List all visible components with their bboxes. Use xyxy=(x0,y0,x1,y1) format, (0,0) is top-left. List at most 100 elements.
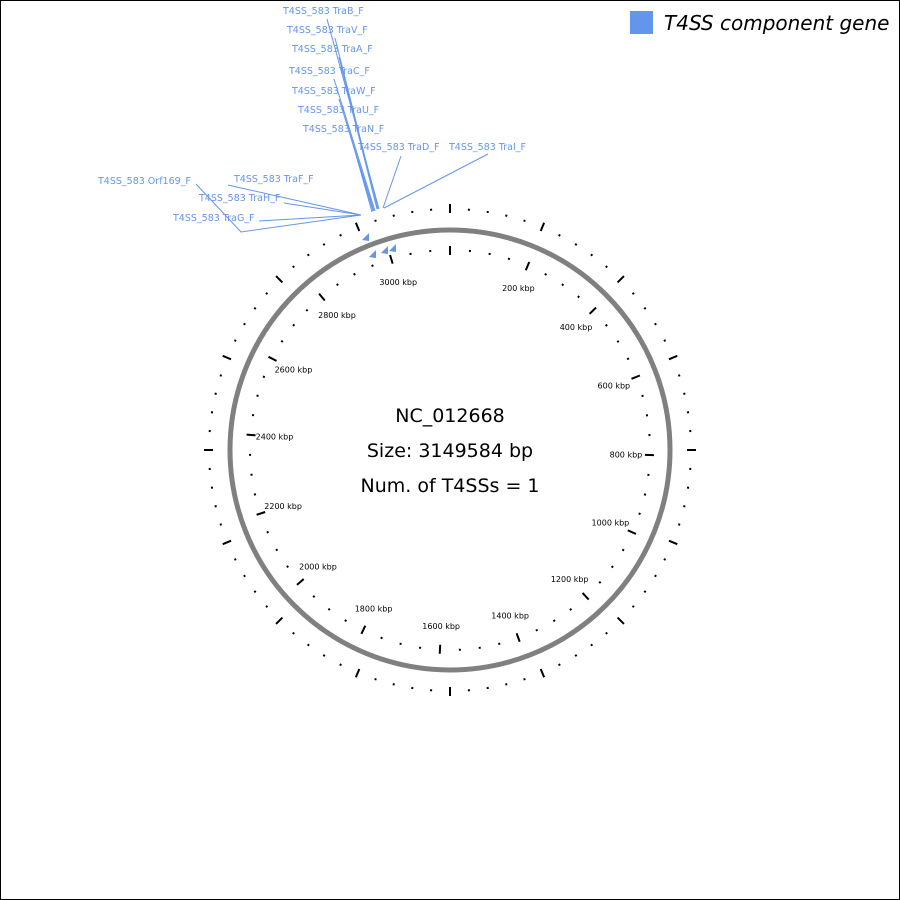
outer-minor-tick xyxy=(374,219,377,223)
inner-major-tick xyxy=(268,355,277,362)
outer-minor-tick xyxy=(574,654,578,657)
outer-major-tick xyxy=(668,354,678,361)
inner-minor-tick xyxy=(327,607,331,611)
inner-minor-tick xyxy=(638,512,641,516)
gene-leader-line xyxy=(227,184,362,216)
outer-minor-tick xyxy=(677,374,681,377)
scale-label: 2400 kbp xyxy=(256,433,294,442)
scale-label: 800 kbp xyxy=(610,450,643,459)
scale-label: 1800 kbp xyxy=(355,605,393,614)
t4ss-count: Num. of T4SSs = 1 xyxy=(361,475,540,497)
gene-label: T4SS_583 TraD_F xyxy=(357,142,439,153)
outer-major-tick xyxy=(354,668,361,678)
outer-major-tick xyxy=(539,668,546,678)
scale-label: 3000 kbp xyxy=(379,278,417,287)
gene-label: T4SS_583 TraI_F xyxy=(448,142,526,153)
outer-minor-tick xyxy=(631,605,635,608)
inner-minor-tick xyxy=(561,283,565,287)
scale-label: 400 kbp xyxy=(560,323,593,332)
gene-leader-line xyxy=(333,78,376,212)
inner-minor-tick xyxy=(344,619,348,622)
gene-label: T4SS_583 TraG_F xyxy=(172,213,255,224)
inner-minor-tick xyxy=(626,357,630,361)
inner-minor-tick xyxy=(569,608,573,611)
inner-major-tick xyxy=(318,292,326,302)
gene-leader-line xyxy=(334,37,379,210)
gene-leader-line xyxy=(195,183,362,233)
gene-leader-line xyxy=(283,202,362,216)
outer-minor-tick xyxy=(233,339,237,342)
inner-minor-tick xyxy=(353,272,356,276)
outer-minor-tick xyxy=(663,558,667,561)
genome-ring xyxy=(227,227,673,673)
gene-leader-line xyxy=(338,56,378,210)
gene-label: T4SS_583 TraF_F xyxy=(233,174,314,185)
outer-minor-tick xyxy=(663,339,667,342)
inner-minor-tick xyxy=(286,565,289,569)
inner-minor-tick xyxy=(256,394,259,397)
inner-minor-tick xyxy=(292,323,296,327)
outer-major-tick xyxy=(354,222,361,232)
inner-minor-tick xyxy=(336,283,339,287)
inner-minor-tick xyxy=(616,340,620,343)
outer-major-tick xyxy=(275,616,284,625)
inner-minor-tick xyxy=(544,273,548,276)
gene-label: T4SS_583 TraN_F xyxy=(302,124,384,135)
gene-label: T4SS_583 TraU_F xyxy=(297,105,379,116)
gene-arrow xyxy=(381,246,388,254)
gene-leader-line xyxy=(383,153,489,209)
inner-major-tick xyxy=(524,261,531,271)
gene-label: T4SS_583 TraV_F xyxy=(286,25,368,36)
inner-major-tick xyxy=(296,578,305,586)
outer-minor-tick xyxy=(322,243,326,246)
inner-minor-tick xyxy=(305,308,309,312)
gene-arrow xyxy=(389,244,396,252)
legend-swatch xyxy=(630,11,653,34)
gene-leader-line xyxy=(350,136,373,213)
inner-major-tick xyxy=(256,511,266,516)
outer-minor-tick xyxy=(677,523,681,526)
inner-minor-tick xyxy=(641,394,644,398)
outer-major-tick xyxy=(222,354,232,361)
inner-major-tick xyxy=(360,625,367,635)
gene-label: T4SS_583 TraA_F xyxy=(291,44,373,55)
scale-labels: 200 kbp 400 kbp 600 kbp 800 kbp 1000 kbp 1200… xyxy=(256,278,643,631)
outer-minor-tick xyxy=(233,558,237,561)
outer-major-tick xyxy=(222,539,232,546)
outer-minor-tick xyxy=(306,643,310,647)
outer-minor-tick xyxy=(339,663,342,667)
legend-label: T4SS component gene xyxy=(664,11,889,35)
inner-minor-tick xyxy=(621,548,625,552)
inner-minor-tick xyxy=(610,565,614,569)
gene-arrow xyxy=(369,250,376,258)
scale-label: 600 kbp xyxy=(598,382,631,391)
scale-label: 2800 kbp xyxy=(318,311,356,320)
inner-minor-tick xyxy=(371,264,374,267)
gene-label: T4SS_583 Orf169_F xyxy=(97,176,191,187)
inner-minor-tick xyxy=(507,257,511,261)
outer-minor-tick xyxy=(243,574,246,578)
outer-minor-tick xyxy=(306,253,310,257)
outer-minor-tick xyxy=(605,631,608,635)
inner-major-tick xyxy=(627,529,637,535)
gene-label: T4SS_583 TraH_F xyxy=(198,193,280,204)
outer-minor-tick xyxy=(643,306,647,310)
inner-minor-tick xyxy=(380,636,383,640)
outer-major-tick xyxy=(616,616,625,625)
outer-minor-tick xyxy=(292,265,295,269)
inner-minor-tick xyxy=(598,580,602,584)
gene-leader-line xyxy=(382,155,402,209)
scale-label: 2000 kbp xyxy=(299,562,337,571)
outer-minor-tick xyxy=(243,322,246,326)
outer-minor-tick xyxy=(558,663,561,667)
outer-minor-tick xyxy=(322,654,326,657)
gene-arrow xyxy=(362,233,369,241)
outer-major-tick xyxy=(539,222,546,232)
scale-label: 200 kbp xyxy=(502,284,535,293)
gene-leader-line xyxy=(258,214,362,222)
inner-major-tick xyxy=(515,632,521,643)
inner-minor-tick xyxy=(577,295,580,299)
outer-minor-tick xyxy=(292,631,295,635)
outer-minor-tick xyxy=(574,243,578,246)
inner-minor-tick xyxy=(280,339,284,343)
